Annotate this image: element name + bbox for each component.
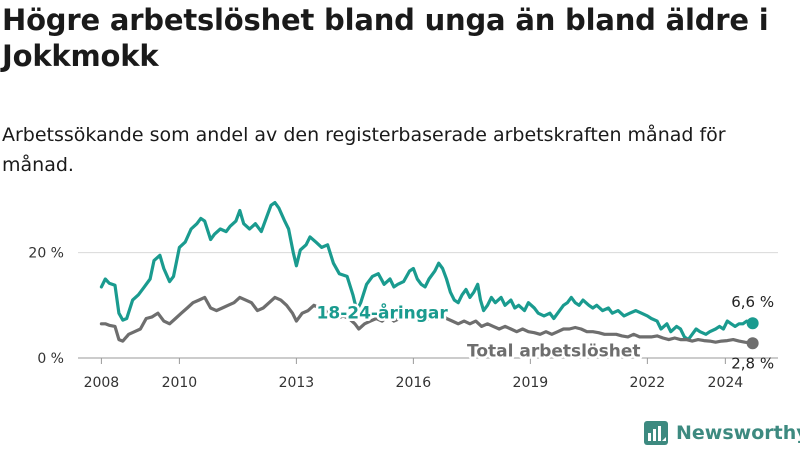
- chart-title: Högre arbetslöshet bland unga än bland ä…: [2, 3, 769, 73]
- series-line: [99, 295, 755, 345]
- brand-logo: Newsworthy: [644, 418, 800, 448]
- x-tick-label: 2024: [708, 375, 744, 391]
- series-lines: [99, 201, 759, 350]
- x-tick-label: 2022: [630, 375, 666, 391]
- series-name-label: Total arbetslöshet: [467, 341, 641, 361]
- x-tick-label: 2019: [513, 375, 549, 391]
- x-tick-label: 2013: [279, 375, 315, 391]
- brand-name: Newsworthy: [676, 422, 800, 444]
- gridlines: 0 % 20 %: [28, 246, 778, 367]
- series-labels: 6,6 % 2,8 % 18-24-åringar Total arbetslöshe…: [314, 293, 774, 372]
- x-tick-label: 2008: [84, 375, 120, 391]
- y-tick-label: 20 %: [28, 246, 64, 262]
- x-tick-label: 2010: [162, 375, 198, 391]
- series-end-point: [746, 337, 759, 350]
- series-line: [99, 201, 755, 342]
- newsworthy-logo-icon: [644, 421, 668, 445]
- x-axis: 2008 2010 2013 2016 2019 2022 2024: [84, 358, 744, 391]
- series-name-label: 18-24-åringar: [317, 302, 449, 324]
- series-end-label: 6,6 %: [731, 293, 774, 311]
- x-tick-label: 2016: [396, 375, 432, 391]
- y-tick-label: 0 %: [37, 351, 64, 367]
- chart-subtitle: Arbetssökande som andel av den registerb…: [2, 124, 726, 176]
- series-end-point: [746, 317, 759, 330]
- series-end-label: 2,8 %: [731, 354, 774, 372]
